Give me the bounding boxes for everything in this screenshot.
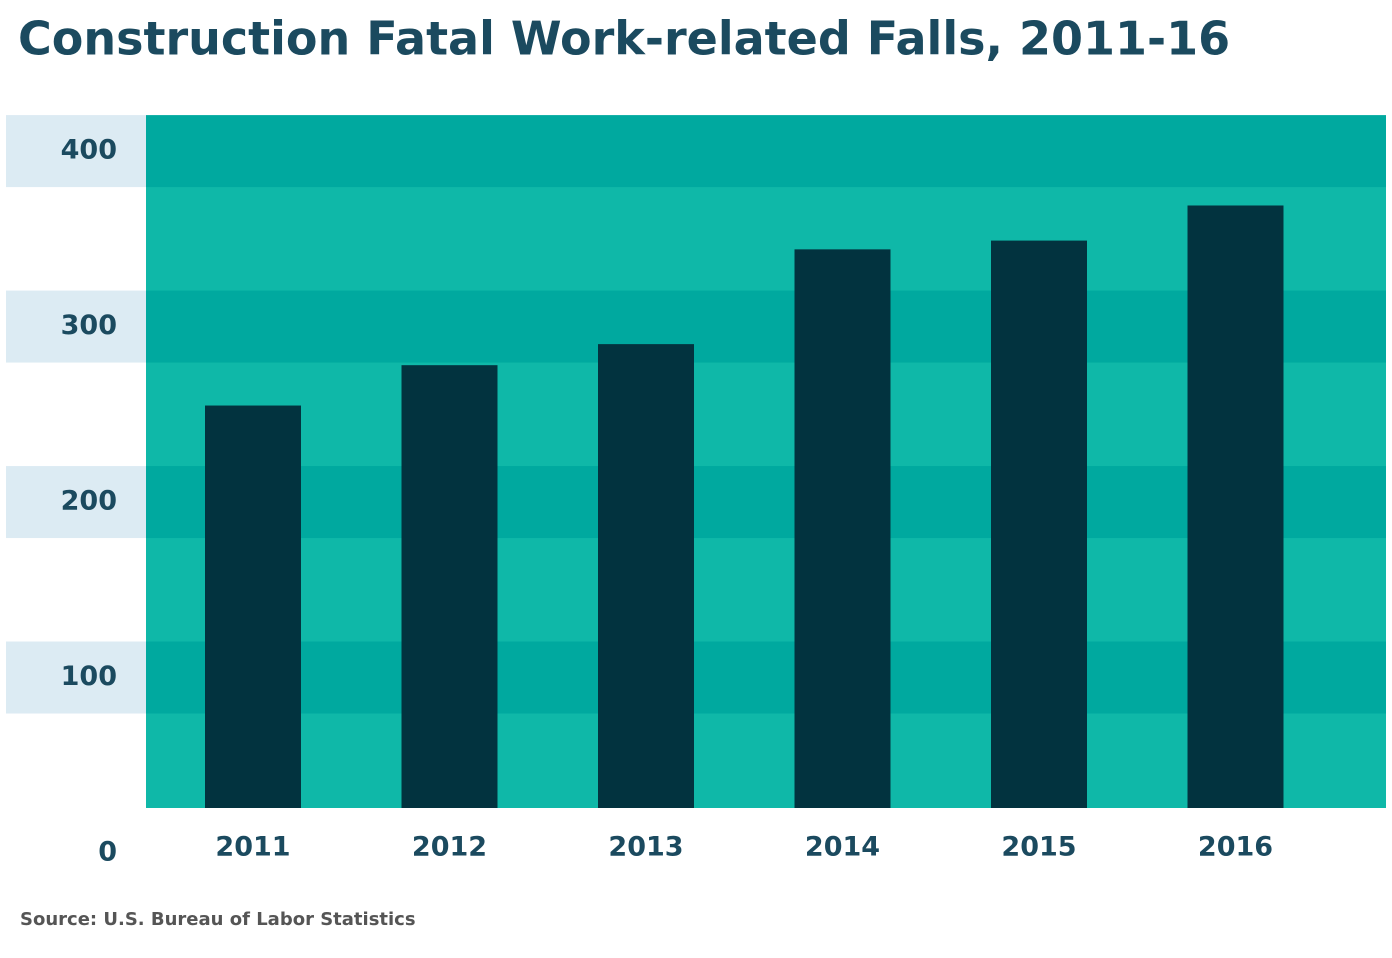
grid-band bbox=[146, 290, 1386, 363]
y-tick-label: 400 bbox=[61, 135, 117, 166]
tick-box bbox=[6, 115, 146, 188]
tick-box bbox=[6, 641, 146, 714]
y-tick-label: 0 bbox=[98, 837, 117, 868]
x-tick-label: 2016 bbox=[1198, 832, 1273, 863]
chart-title: Construction Fatal Work-related Falls, 2… bbox=[18, 12, 1230, 66]
bar bbox=[401, 365, 498, 808]
bar bbox=[598, 344, 694, 808]
x-tick-label: 2011 bbox=[215, 832, 290, 863]
tick-box bbox=[6, 290, 146, 363]
source: Source: U.S. Bureau of Labor Statistics bbox=[20, 909, 416, 930]
y-tick-label: 300 bbox=[61, 310, 117, 341]
y-tick-label: 200 bbox=[61, 486, 117, 517]
x-tick-label: 2012 bbox=[412, 832, 487, 863]
y-tick-label: 100 bbox=[61, 661, 117, 692]
grid-band bbox=[146, 641, 1386, 714]
x-tick-label: 2013 bbox=[608, 832, 683, 863]
bar bbox=[205, 405, 301, 808]
bar bbox=[794, 249, 891, 808]
tick-box bbox=[6, 466, 146, 539]
x-tick-label: 2014 bbox=[805, 832, 880, 863]
grid-band bbox=[146, 466, 1386, 539]
bar bbox=[991, 240, 1087, 809]
bar bbox=[1187, 205, 1284, 808]
grid-band bbox=[146, 115, 1386, 188]
x-tick-label: 2015 bbox=[1001, 832, 1076, 863]
